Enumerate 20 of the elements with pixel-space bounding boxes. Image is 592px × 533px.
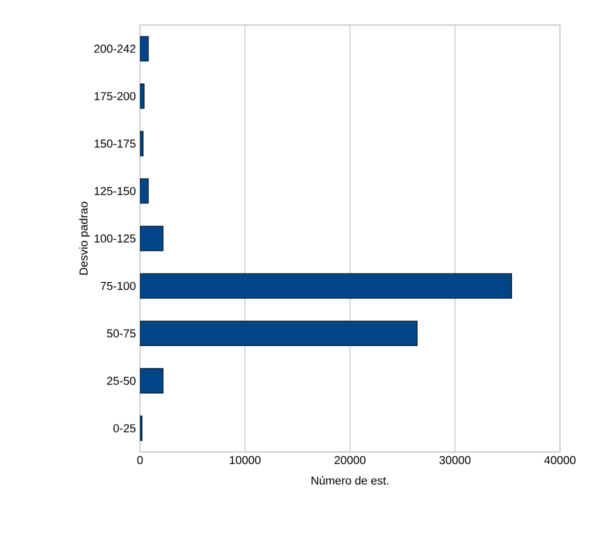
y-tick-label: 200-242	[94, 44, 136, 53]
y-tick-label: 125-150	[94, 186, 136, 196]
bar	[140, 368, 164, 394]
bar	[140, 226, 164, 252]
x-tick-label: 40000	[544, 456, 576, 464]
y-tick-label: 150-175	[94, 140, 136, 148]
x-tick-label: 30000	[439, 456, 471, 464]
x-tick-label: 20000	[334, 456, 366, 464]
bar	[140, 320, 418, 346]
y-tick-label: 175-200	[94, 92, 136, 100]
bar	[140, 273, 512, 299]
y-tick-label: 75-100	[100, 282, 136, 290]
y-axis-title: Desvio padrao	[79, 202, 90, 275]
y-tick-label: 0-25	[113, 424, 136, 432]
y-tick-label: 50-75	[107, 329, 136, 338]
x-axis-title: Número de est.	[312, 476, 388, 485]
x-tick-label: 0	[137, 456, 143, 464]
y-tick-label: 25-50	[107, 376, 136, 385]
x-tick-label: 10000	[230, 456, 261, 464]
y-tick-label: 100-125	[94, 234, 136, 243]
